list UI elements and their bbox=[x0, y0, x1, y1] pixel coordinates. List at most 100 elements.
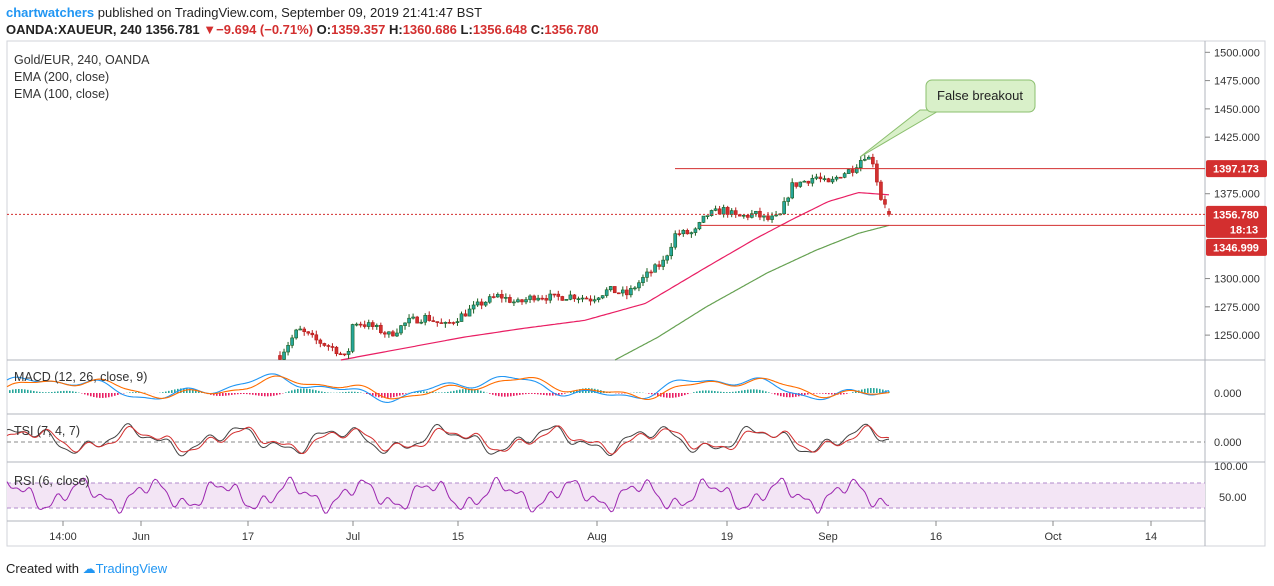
macd-histogram-bar bbox=[564, 393, 566, 394]
macd-histogram-bar bbox=[792, 393, 794, 398]
macd-signal-line bbox=[6, 375, 890, 401]
candle-body bbox=[794, 182, 799, 187]
macd-histogram-bar bbox=[819, 393, 821, 394]
macd-histogram-bar bbox=[666, 393, 668, 398]
rsi-50-tick: 50.00 bbox=[1219, 492, 1247, 504]
macd-histogram-bar bbox=[495, 393, 497, 396]
candle-body bbox=[564, 299, 569, 301]
macd-histogram-bar bbox=[129, 392, 131, 393]
macd-histogram-bar bbox=[243, 393, 245, 394]
candle-body bbox=[415, 316, 419, 324]
macd-histogram-bar bbox=[66, 390, 68, 393]
ema100-legend[interactable]: EMA (100, close) bbox=[14, 87, 109, 101]
chart-frame bbox=[6, 40, 1266, 547]
macd-histogram-bar bbox=[231, 393, 233, 395]
macd-histogram-bar bbox=[684, 393, 686, 396]
candle-body bbox=[374, 324, 379, 327]
candle-body bbox=[479, 301, 484, 306]
macd-histogram-bar bbox=[285, 392, 287, 393]
macd-histogram-bar bbox=[270, 393, 272, 397]
candle-body bbox=[548, 293, 553, 301]
macd-histogram-bar bbox=[39, 391, 41, 393]
candle-body bbox=[395, 332, 399, 337]
macd-histogram-bar bbox=[447, 391, 449, 393]
candle-body bbox=[681, 230, 686, 235]
macd-histogram-bar bbox=[483, 391, 485, 393]
resistance-price-tag: 1397.173 bbox=[1206, 160, 1267, 178]
macd-histogram-bar bbox=[138, 392, 140, 393]
macd-histogram-bar bbox=[63, 390, 65, 393]
ema200-line bbox=[614, 224, 890, 361]
macd-histogram-bar bbox=[516, 393, 518, 396]
candle-body bbox=[709, 210, 714, 216]
time-axis-ticks: 14:00 Jun 17 Jul 15 Aug 19 Sep 16 Oct 14 bbox=[49, 521, 1157, 543]
candle-body bbox=[326, 345, 331, 347]
macd-histogram-bar bbox=[702, 390, 704, 393]
high-value: 1360.686 bbox=[402, 22, 457, 37]
current-price-tag: 1356.780 18:13 bbox=[1206, 205, 1267, 238]
macd-histogram-bar bbox=[225, 393, 227, 396]
created-with-text: Created with bbox=[6, 561, 79, 576]
macd-histogram-bar bbox=[804, 393, 806, 396]
candle-body bbox=[427, 315, 432, 321]
candle-body bbox=[411, 316, 415, 319]
macd-histogram-bar bbox=[399, 393, 401, 396]
macd-legend[interactable]: MACD (12, 26, close, 9) bbox=[14, 370, 147, 384]
macd-histogram-bar bbox=[759, 389, 761, 393]
candle-body bbox=[439, 322, 444, 324]
candle-body bbox=[721, 207, 726, 215]
macd-histogram-bar bbox=[174, 389, 176, 393]
macd-histogram-bar bbox=[708, 390, 710, 393]
time-tick-label: 15 bbox=[452, 531, 464, 543]
macd-histogram-bar bbox=[705, 390, 707, 393]
author-name[interactable]: chartwatchers bbox=[6, 5, 95, 20]
rsi-legend[interactable]: RSI (6, close) bbox=[14, 474, 90, 488]
macd-histogram-bar bbox=[546, 393, 548, 396]
candle-body bbox=[830, 178, 835, 183]
candle-body bbox=[774, 214, 778, 217]
macd-histogram-bar bbox=[189, 388, 191, 393]
macd-histogram-bar bbox=[294, 389, 296, 393]
macd-histogram-bar bbox=[756, 389, 758, 393]
false-breakout-callout[interactable]: False breakout bbox=[859, 79, 1036, 158]
macd-line bbox=[6, 373, 890, 403]
macd-histogram-bar bbox=[651, 393, 653, 395]
candle-body bbox=[742, 214, 746, 217]
macd-histogram-bar bbox=[339, 392, 341, 393]
candle-body bbox=[637, 282, 641, 289]
macd-histogram-bar bbox=[306, 388, 308, 393]
ema200-legend[interactable]: EMA (200, close) bbox=[14, 70, 109, 84]
candle-body bbox=[370, 322, 375, 327]
macd-histogram-bar bbox=[450, 391, 452, 393]
candle-body bbox=[750, 213, 754, 218]
candle-body bbox=[403, 322, 407, 326]
macd-histogram-bar bbox=[534, 393, 536, 395]
ema100-path bbox=[340, 191, 890, 361]
candle-body bbox=[786, 197, 790, 202]
macd-histogram-bar bbox=[510, 393, 512, 397]
macd-series bbox=[6, 373, 890, 403]
candle-body bbox=[669, 246, 674, 257]
macd-histogram-bar bbox=[258, 393, 260, 396]
macd-histogram-bar bbox=[393, 393, 395, 398]
macd-histogram-bar bbox=[888, 391, 890, 393]
candle-body bbox=[475, 301, 480, 306]
candle-body bbox=[520, 299, 524, 303]
rsi-100-tick: 100.00 bbox=[1214, 461, 1248, 473]
macd-histogram-bar bbox=[540, 393, 542, 395]
tsi-legend[interactable]: TSI (7, 4, 7) bbox=[14, 424, 80, 438]
macd-histogram-bar bbox=[807, 393, 809, 395]
macd-histogram-bar bbox=[234, 393, 236, 395]
time-tick-label: 14:00 bbox=[49, 531, 77, 543]
tradingview-brand[interactable]: TradingView bbox=[95, 561, 168, 576]
macd-histogram-bar bbox=[879, 388, 881, 393]
candle-body bbox=[508, 297, 512, 303]
price-tick-label: 1425.000 bbox=[1214, 132, 1260, 144]
macd-histogram-bar bbox=[813, 393, 815, 394]
macd-zero-tick: 0.000 bbox=[1214, 388, 1242, 400]
macd-histogram-bar bbox=[687, 393, 689, 395]
macd-histogram-bar bbox=[747, 389, 749, 393]
macd-histogram-bar bbox=[309, 389, 311, 393]
macd-histogram-bar bbox=[480, 390, 482, 393]
